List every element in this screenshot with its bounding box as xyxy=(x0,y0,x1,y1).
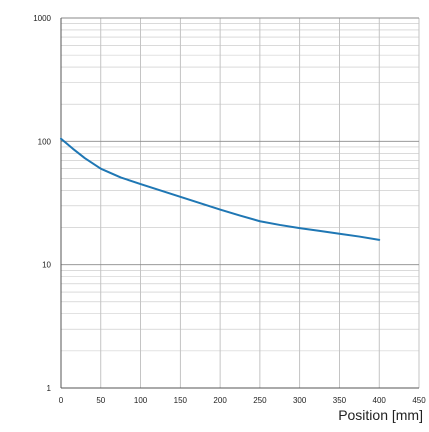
x-tick-label: 200 xyxy=(213,396,227,405)
series-layer xyxy=(60,137,381,241)
x-tick-label: 0 xyxy=(59,396,64,405)
x-tick-label: 300 xyxy=(293,396,307,405)
y-tick-label: 10 xyxy=(42,261,51,270)
x-tick-label: 50 xyxy=(96,396,105,405)
y-tick-label: 100 xyxy=(38,137,52,146)
series-line xyxy=(60,137,381,241)
tick-labels: 1 10 100 1000 0 50 100 150 200 250 300 350 400 450 xyxy=(33,14,426,405)
axes xyxy=(60,18,419,389)
x-tick-label: 250 xyxy=(253,396,267,405)
x-tick-label: 400 xyxy=(373,396,387,405)
y-tick-label: 1000 xyxy=(33,14,51,23)
x-tick-label: 350 xyxy=(333,396,347,405)
grid xyxy=(60,17,420,389)
x-tick-label: 450 xyxy=(412,396,426,405)
y-tick-label: 1 xyxy=(47,384,52,393)
x-tick-label: 100 xyxy=(134,396,148,405)
x-tick-label: 150 xyxy=(174,396,188,405)
x-axis-label: Position [mm] xyxy=(338,407,423,423)
